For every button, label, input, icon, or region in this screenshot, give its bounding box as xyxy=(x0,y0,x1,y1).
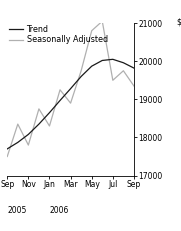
Seasonally Adjusted xyxy=(91,29,93,32)
Y-axis label: $m: $m xyxy=(176,17,181,26)
Trend xyxy=(122,61,125,64)
Seasonally Adjusted xyxy=(27,144,30,146)
Trend xyxy=(133,67,135,70)
Trend xyxy=(59,99,61,102)
Seasonally Adjusted xyxy=(48,125,50,128)
Seasonally Adjusted xyxy=(133,85,135,87)
Seasonally Adjusted xyxy=(38,107,40,110)
Legend: Trend, Seasonally Adjusted: Trend, Seasonally Adjusted xyxy=(8,24,108,45)
Trend xyxy=(101,59,103,62)
Trend xyxy=(91,65,93,67)
Trend xyxy=(48,111,50,114)
Seasonally Adjusted xyxy=(70,102,72,105)
Trend xyxy=(112,58,114,61)
Seasonally Adjusted xyxy=(101,20,103,23)
Seasonally Adjusted xyxy=(80,69,82,72)
Seasonally Adjusted xyxy=(59,88,61,91)
Seasonally Adjusted xyxy=(6,155,8,158)
Trend xyxy=(17,141,19,144)
Text: 2005: 2005 xyxy=(7,206,27,215)
Trend xyxy=(38,123,40,125)
Seasonally Adjusted xyxy=(122,69,125,72)
Line: Trend: Trend xyxy=(7,59,134,149)
Seasonally Adjusted xyxy=(112,79,114,82)
Trend xyxy=(70,87,72,90)
Trend xyxy=(80,75,82,78)
Trend xyxy=(27,133,30,136)
Seasonally Adjusted xyxy=(17,123,19,125)
Text: 2006: 2006 xyxy=(49,206,69,215)
Line: Seasonally Adjusted: Seasonally Adjusted xyxy=(7,21,134,157)
Trend xyxy=(6,148,8,150)
